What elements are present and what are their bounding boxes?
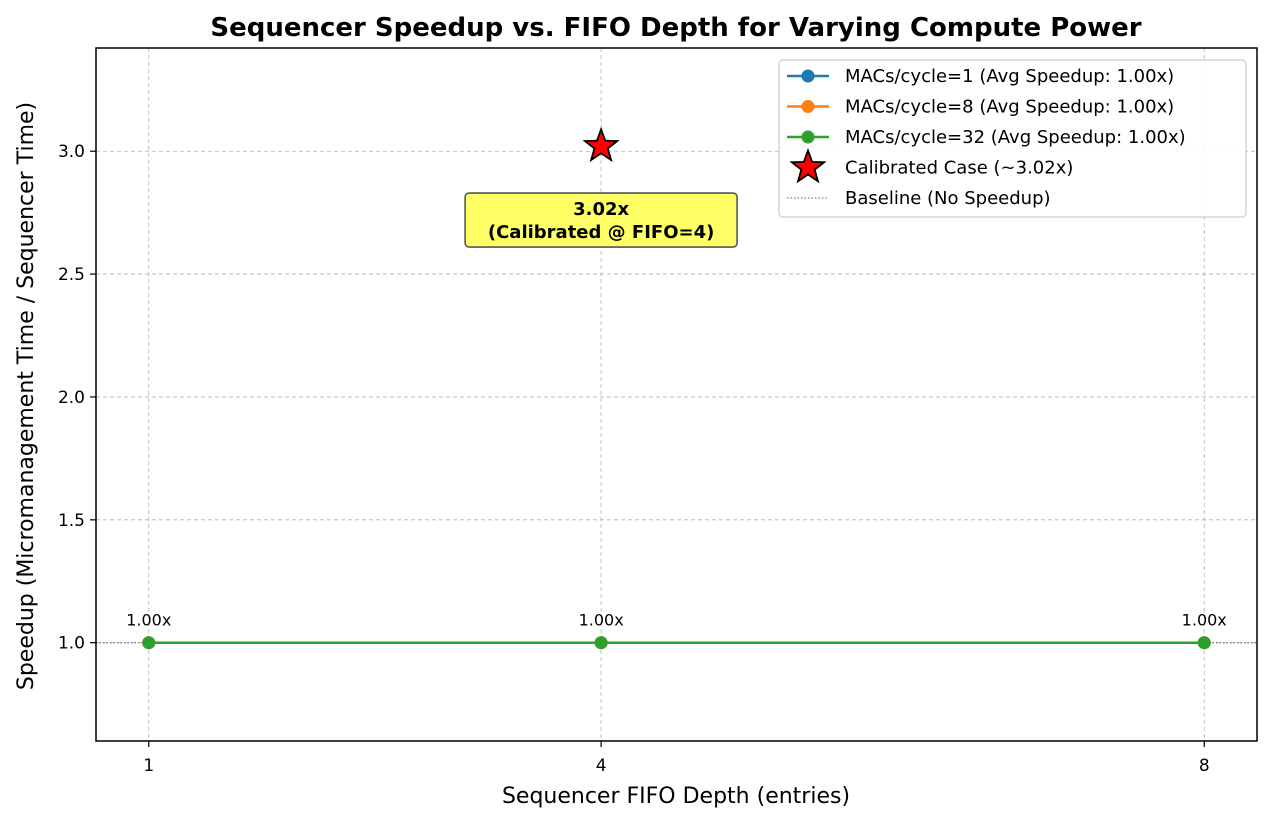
annotation-layer: 3.02x(Calibrated @ FIFO=4) <box>464 192 738 248</box>
annotation-line-1: 3.02x <box>573 199 629 220</box>
x-tick-label: 1 <box>143 756 154 776</box>
annotation-line-2: (Calibrated @ FIFO=4) <box>488 222 715 243</box>
y-tick-label: 3.0 <box>58 142 85 162</box>
y-tick-label: 2.5 <box>58 265 85 285</box>
series-point <box>1197 636 1211 650</box>
annotation-box <box>464 192 738 248</box>
labels-layer: 1.00x 1.00x 1.00x <box>126 611 1227 630</box>
legend: MACs/cycle=1 (Avg Speedup: 1.00x) MACs/cy… <box>778 59 1247 218</box>
y-tick-label: 2.0 <box>58 388 85 408</box>
series-layer <box>142 126 1211 650</box>
point-label: 1.00x <box>1182 611 1227 630</box>
calibrated-star <box>582 126 620 163</box>
legend-label: Baseline (No Speedup) <box>845 188 1051 209</box>
legend-marker <box>801 69 815 83</box>
series-point <box>594 636 608 650</box>
point-label: 1.00x <box>579 611 624 630</box>
x-axis-label: Sequencer FIFO Depth (entries) <box>502 784 850 809</box>
legend-label: Calibrated Case (~3.02x) <box>845 158 1073 179</box>
legend-label: MACs/cycle=8 (Avg Speedup: 1.00x) <box>845 97 1174 118</box>
legend-marker <box>801 130 815 144</box>
x-tick-label: 8 <box>1199 756 1210 776</box>
legend-label: MACs/cycle=32 (Avg Speedup: 1.00x) <box>845 127 1186 148</box>
plot-frame <box>95 47 1258 742</box>
y-axis-label: Speedup (Micromanagement Time / Sequence… <box>14 102 39 690</box>
y-tick-label: 1.0 <box>58 634 85 654</box>
ticks-layer: 1 4 8 1.0 1.5 2.0 2.5 3.0 <box>58 142 1210 776</box>
point-label: 1.00x <box>126 611 171 630</box>
legend-label: MACs/cycle=1 (Avg Speedup: 1.00x) <box>845 66 1174 87</box>
legend-box <box>778 59 1247 218</box>
x-tick-label: 4 <box>596 756 607 776</box>
chart-title: Sequencer Speedup vs. FIFO Depth for Var… <box>210 13 1141 43</box>
series-point <box>142 636 156 650</box>
series-3 <box>142 636 1211 650</box>
y-tick-label: 1.5 <box>58 511 85 531</box>
legend-marker <box>801 100 815 113</box>
legend-star-icon <box>789 147 827 184</box>
